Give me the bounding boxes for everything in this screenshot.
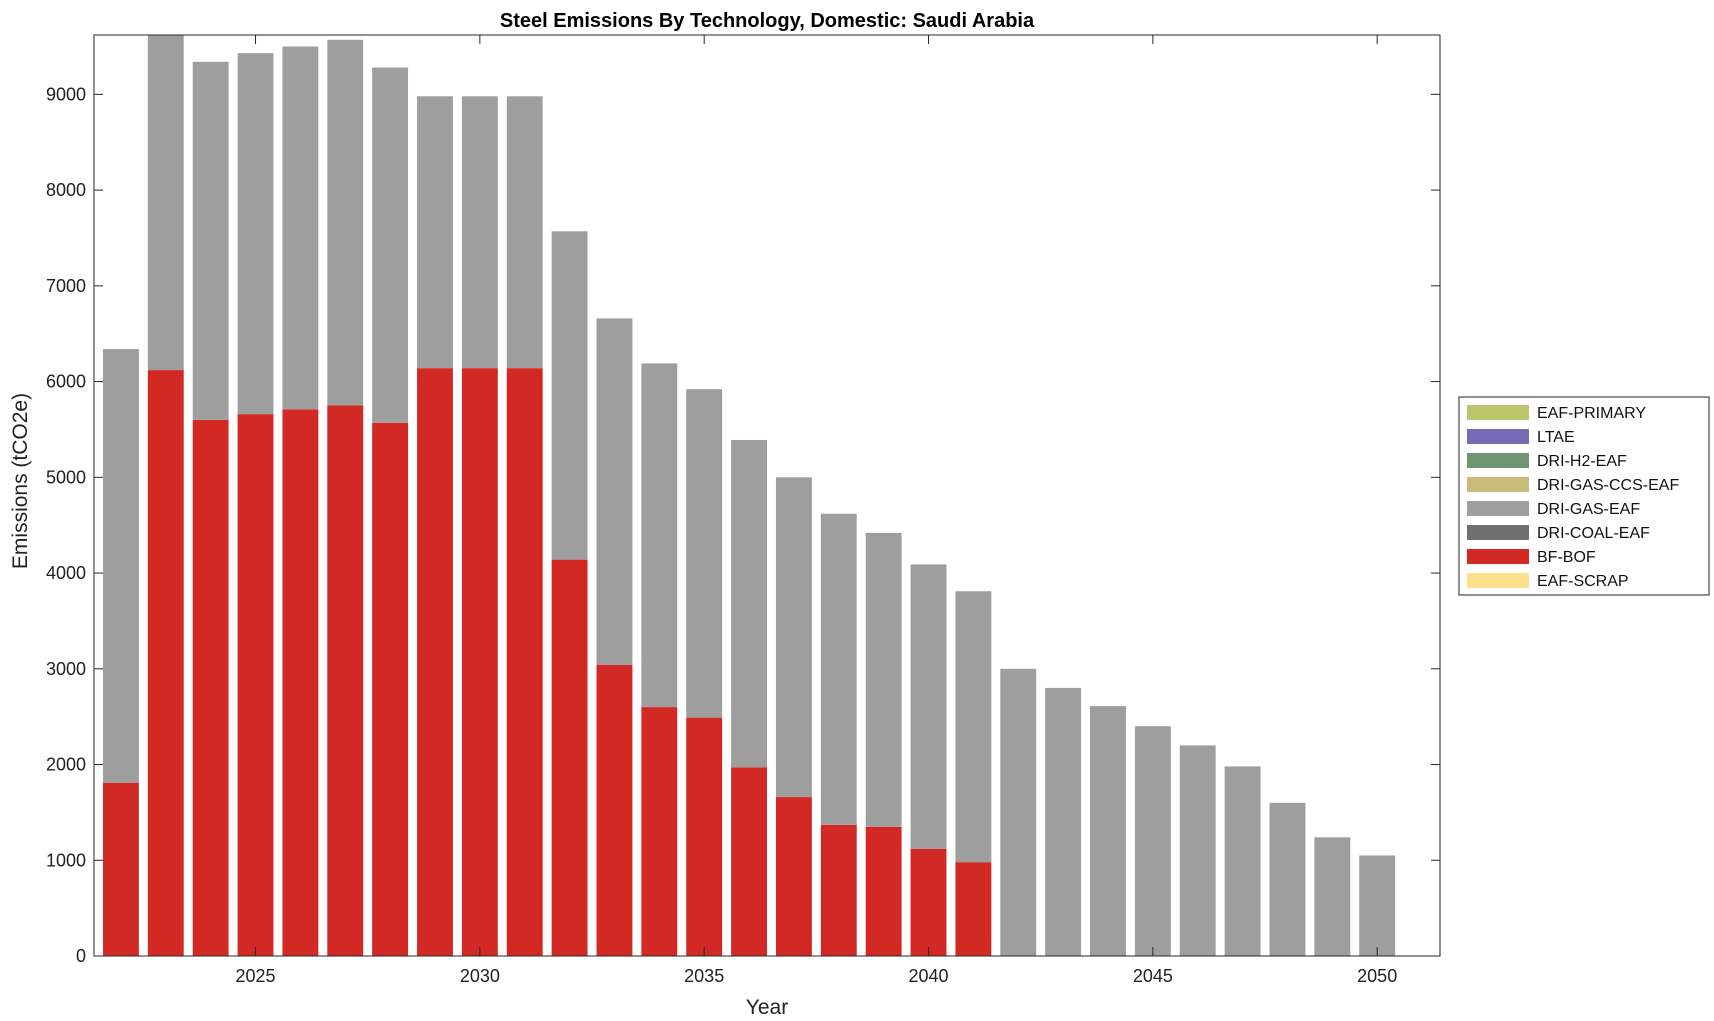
bar-dri-gas-eaf-2041 — [955, 591, 992, 863]
bar-bf-bof-2022 — [102, 782, 139, 956]
bar-dri-gas-eaf-2031 — [506, 96, 543, 369]
y-axis: 0 1000 2000 3000 4000 5000 6000 7000 8000 9000 — [46, 84, 1440, 966]
bar-dri-gas-eaf-2033 — [596, 318, 633, 665]
bar-bf-bof-2025 — [237, 414, 274, 956]
bar-bf-bof-2030 — [461, 368, 498, 956]
bar-dri-gas-eaf-2025 — [237, 53, 274, 415]
bar-dri-gas-eaf-2039 — [865, 532, 902, 827]
bar-bf-bof-2036 — [731, 767, 767, 956]
y-tick-label: 8000 — [46, 180, 86, 200]
bar-dri-gas-eaf-2038 — [820, 513, 857, 825]
legend-label-bf-bof: BF-BOF — [1537, 549, 1596, 566]
bar-dri-gas-eaf-2044 — [1090, 706, 1126, 956]
y-tick-label: 4000 — [46, 563, 86, 583]
bar-bf-bof-2027 — [327, 405, 364, 956]
legend-label-eaf-scrap: EAF-SCRAP — [1537, 573, 1629, 590]
bar-bf-bof-2023 — [147, 370, 184, 957]
bar-dri-gas-eaf-2037 — [775, 477, 812, 798]
legend-swatch-dri-coal-eaf — [1467, 525, 1529, 540]
bar-bf-bof-2035 — [686, 717, 723, 956]
bar-bf-bof-2038 — [820, 824, 857, 956]
bar-dri-gas-eaf-2047 — [1224, 766, 1261, 956]
legend-label-dri-gas-ccs-eaf: DRI-GAS-CCS-EAF — [1537, 477, 1679, 494]
bar-dri-gas-eaf-2036 — [731, 439, 767, 768]
y-tick-label: 9000 — [46, 84, 86, 104]
y-tick-label: 2000 — [46, 755, 86, 775]
bar-dri-gas-eaf-2042 — [1000, 668, 1037, 956]
bar-dri-gas-eaf-2032 — [551, 231, 588, 560]
legend-swatch-dri-gas-ccs-eaf — [1467, 477, 1529, 492]
bar-bf-bof-2024 — [192, 419, 229, 956]
y-tick-label: 6000 — [46, 372, 86, 392]
x-tick-label: 2030 — [460, 966, 500, 986]
y-tick-label: 0 — [76, 946, 86, 966]
x-tick-label: 2040 — [908, 966, 948, 986]
legend-label-ltae: LTAE — [1537, 429, 1575, 446]
bar-dri-gas-eaf-2040 — [910, 564, 947, 849]
legend-swatch-bf-bof — [1467, 549, 1529, 564]
plot-frame — [93, 34, 1441, 957]
y-tick-label: 1000 — [46, 850, 86, 870]
bar-bf-bof-2037 — [775, 797, 812, 956]
bar-dri-gas-eaf-2034 — [641, 363, 678, 708]
bar-dri-gas-eaf-2026 — [282, 46, 319, 410]
bar-bf-bof-2041 — [955, 862, 992, 956]
bar-dri-gas-eaf-2023 — [147, 35, 184, 371]
legend-swatch-eaf-primary — [1467, 405, 1529, 420]
bar-bf-bof-2040 — [910, 848, 947, 956]
bar-bf-bof-2029 — [417, 368, 453, 956]
bar-bf-bof-2039 — [865, 826, 902, 956]
bar-dri-gas-eaf-2029 — [417, 96, 453, 369]
bar-dri-gas-eaf-2043 — [1045, 687, 1082, 956]
bar-dri-gas-eaf-2035 — [686, 389, 723, 718]
legend-swatch-dri-gas-eaf — [1467, 501, 1529, 516]
legend: EAF-PRIMARY LTAE DRI-H2-EAF DRI-GAS-CCS-EAF… — [1458, 396, 1710, 596]
bar-bf-bof-2034 — [641, 707, 678, 956]
x-tick-label: 2050 — [1357, 966, 1397, 986]
bar-dri-gas-eaf-2049 — [1314, 837, 1351, 956]
bar-dri-gas-eaf-2045 — [1134, 726, 1171, 956]
y-tick-label: 3000 — [46, 659, 86, 679]
x-tick-label: 2045 — [1133, 966, 1173, 986]
bar-bf-bof-2031 — [506, 368, 543, 956]
bar-dri-gas-eaf-2030 — [461, 96, 498, 369]
legend-swatch-ltae — [1467, 429, 1529, 444]
legend-label-eaf-primary: EAF-PRIMARY — [1537, 405, 1646, 422]
bar-bf-bof-2026 — [282, 409, 319, 956]
bar-dri-gas-eaf-2022 — [102, 349, 139, 783]
legend-label-dri-gas-eaf: DRI-GAS-EAF — [1537, 501, 1640, 518]
bar-bf-bof-2033 — [596, 664, 633, 956]
y-axis-label: Emissions (tCO2e) — [9, 393, 32, 569]
legend-swatch-dri-h2-eaf — [1467, 453, 1529, 468]
x-axis: 2025 2030 2035 2040 2045 2050 — [235, 35, 1397, 986]
bar-dri-gas-eaf-2050 — [1359, 855, 1396, 956]
chart-title: Steel Emissions By Technology, Domestic:… — [500, 10, 1035, 32]
bar-dri-gas-eaf-2028 — [372, 67, 409, 423]
y-tick-label: 5000 — [46, 467, 86, 487]
bar-dri-gas-eaf-2027 — [327, 39, 364, 406]
bar-dri-gas-eaf-2024 — [192, 61, 229, 420]
y-tick-label: 7000 — [46, 276, 86, 296]
legend-label-dri-h2-eaf: DRI-H2-EAF — [1537, 453, 1627, 470]
x-axis-label: Year — [746, 996, 788, 1019]
bar-dri-gas-eaf-2046 — [1179, 745, 1216, 956]
legend-label-dri-coal-eaf: DRI-COAL-EAF — [1537, 525, 1650, 542]
bar-bf-bof-2032 — [551, 559, 588, 956]
bar-dri-gas-eaf-2048 — [1269, 802, 1306, 956]
bar-bf-bof-2028 — [372, 422, 409, 956]
x-tick-label: 2025 — [235, 966, 275, 986]
bars-layer — [102, 35, 1396, 957]
legend-swatch-eaf-scrap — [1467, 573, 1529, 588]
x-tick-label: 2035 — [684, 966, 724, 986]
